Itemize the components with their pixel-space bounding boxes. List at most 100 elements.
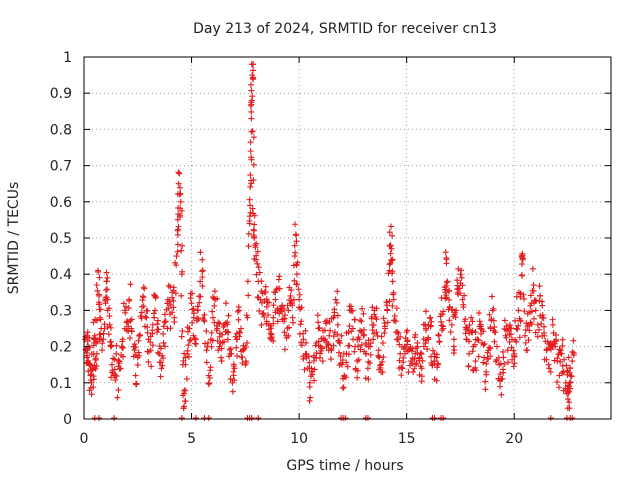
data-point-marker	[557, 350, 564, 357]
data-point-marker	[311, 377, 318, 384]
data-point-marker	[367, 340, 374, 347]
data-point-marker	[440, 415, 447, 421]
data-point-marker	[102, 300, 109, 307]
data-point-marker	[380, 315, 387, 322]
data-point-marker	[360, 310, 367, 317]
data-point-marker	[151, 307, 158, 314]
data-point-marker	[292, 221, 299, 228]
data-point-marker	[186, 325, 193, 332]
data-point-marker	[161, 311, 168, 318]
data-point-marker	[510, 347, 517, 354]
data-point-marker	[235, 316, 242, 323]
data-point-marker	[117, 365, 124, 372]
data-point-marker	[294, 281, 301, 288]
y-tick-label: 0.5	[50, 231, 72, 247]
data-point-marker	[187, 336, 194, 343]
data-point-marker	[262, 289, 269, 296]
data-point-marker	[387, 242, 394, 249]
data-point-marker	[554, 379, 561, 386]
data-point-marker	[321, 327, 328, 334]
data-point-marker	[258, 321, 265, 328]
data-point-marker	[443, 292, 450, 299]
data-point-marker	[147, 347, 154, 354]
data-point-marker	[203, 359, 210, 366]
data-point-marker	[534, 333, 541, 340]
data-point-marker	[370, 322, 377, 329]
data-point-marker	[179, 392, 186, 399]
data-point-marker	[343, 374, 350, 381]
data-point-marker	[311, 366, 318, 373]
data-point-marker	[106, 321, 113, 328]
data-point-marker	[122, 309, 129, 316]
data-point-marker	[126, 297, 133, 304]
data-point-marker	[107, 324, 114, 331]
data-point-marker	[393, 305, 400, 312]
data-point-marker	[306, 383, 313, 390]
data-point-marker	[540, 315, 547, 322]
data-point-marker	[517, 290, 524, 297]
data-point-marker	[113, 373, 120, 380]
data-point-marker	[554, 355, 561, 362]
data-point-marker	[389, 278, 396, 285]
data-point-marker	[219, 331, 226, 338]
data-point-marker	[391, 312, 398, 319]
data-point-marker	[553, 332, 560, 339]
data-point-marker	[248, 180, 255, 187]
data-point-marker	[173, 253, 180, 260]
data-point-marker	[89, 365, 96, 372]
data-point-marker	[293, 271, 300, 278]
data-point-marker	[270, 302, 277, 309]
data-point-marker	[511, 360, 518, 367]
data-point-marker	[225, 312, 232, 319]
data-point-marker	[513, 338, 520, 345]
data-point-marker	[107, 338, 114, 345]
data-point-marker	[148, 363, 155, 370]
data-point-marker	[477, 323, 484, 330]
data-point-marker	[508, 331, 515, 338]
data-point-marker	[250, 134, 257, 141]
data-point-marker	[570, 352, 577, 359]
data-point-marker	[339, 356, 346, 363]
data-point-marker	[104, 296, 111, 303]
data-point-marker	[398, 364, 405, 371]
data-point-marker	[119, 336, 126, 343]
data-point-marker	[302, 327, 309, 334]
data-point-marker	[254, 248, 261, 255]
data-point-marker	[316, 354, 323, 361]
data-point-marker	[111, 366, 118, 373]
data-point-marker	[247, 172, 254, 179]
data-point-marker	[209, 308, 216, 315]
data-point-marker	[337, 353, 344, 360]
data-point-marker	[147, 339, 154, 346]
data-point-marker	[380, 354, 387, 361]
data-point-marker	[316, 324, 323, 331]
data-point-marker	[138, 315, 145, 322]
data-point-marker	[501, 317, 508, 324]
data-point-marker	[291, 242, 298, 249]
data-point-marker	[493, 343, 500, 350]
data-point-marker	[483, 368, 490, 375]
data-point-marker	[342, 415, 349, 421]
data-point-marker	[463, 324, 470, 331]
data-point-marker	[288, 297, 295, 304]
data-point-marker	[469, 348, 476, 355]
data-point-marker	[281, 329, 288, 336]
data-point-marker	[178, 333, 185, 340]
data-point-marker	[247, 209, 254, 216]
data-point-marker	[274, 318, 281, 325]
data-point-marker	[210, 314, 217, 321]
data-point-marker	[155, 326, 162, 333]
data-point-marker	[448, 321, 455, 328]
data-point-marker	[90, 373, 97, 380]
data-point-marker	[465, 363, 472, 370]
data-point-marker	[476, 318, 483, 325]
data-point-marker	[104, 286, 111, 293]
data-point-marker	[315, 319, 322, 326]
data-point-marker	[431, 415, 438, 421]
data-point-marker	[182, 361, 189, 368]
data-point-marker	[160, 330, 167, 337]
data-point-marker	[295, 286, 302, 293]
data-point-marker	[208, 343, 215, 350]
data-point-marker	[346, 342, 353, 349]
data-point-marker	[355, 343, 362, 350]
